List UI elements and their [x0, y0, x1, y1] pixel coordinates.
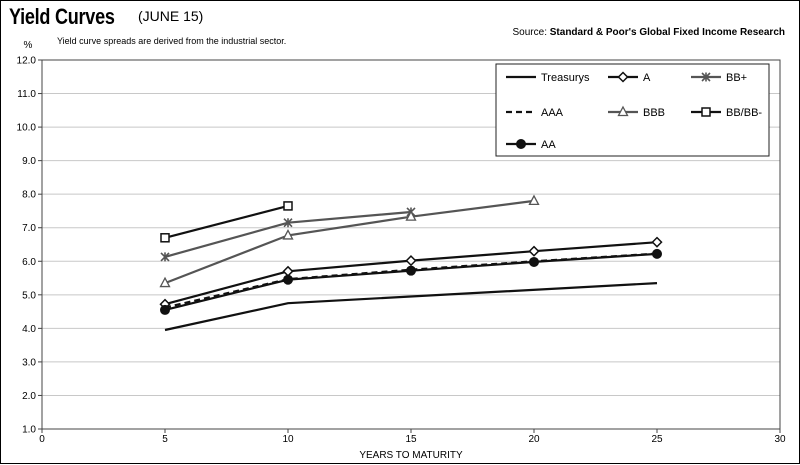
y-tick-label: 4.0 — [22, 324, 36, 335]
y-tick-label: 9.0 — [22, 156, 36, 167]
data-point — [160, 252, 170, 262]
data-point — [529, 256, 539, 267]
x-tick-label: 15 — [405, 434, 417, 445]
title-main: Yield Curves — [9, 4, 115, 29]
legend-marker — [516, 139, 526, 149]
y-tick-label: 2.0 — [22, 391, 36, 402]
legend-label: AAA — [541, 107, 564, 119]
y-tick-label: 5.0 — [22, 290, 36, 301]
y-tick-label: 11.0 — [17, 89, 36, 100]
y-tick-label: 6.0 — [22, 257, 36, 268]
legend-marker — [701, 72, 711, 82]
data-point — [528, 194, 540, 206]
series-line — [164, 204, 289, 239]
data-point — [160, 304, 170, 315]
y-tick-label: 12.0 — [17, 56, 37, 67]
legend-marker — [701, 107, 711, 117]
source-name: Standard & Poor's Global Fixed Income Re… — [549, 27, 785, 38]
series-bb-bb- — [160, 201, 293, 243]
y-tick-label: 10.0 — [17, 123, 37, 134]
title-date: (JUNE 15) — [138, 8, 204, 24]
legend-marker — [617, 71, 629, 83]
legend-label: Treasurys — [541, 72, 590, 84]
x-tick-label: 25 — [651, 434, 663, 445]
data-point — [282, 229, 294, 240]
y-tick-label: 8.0 — [22, 190, 36, 201]
data-point — [283, 201, 293, 211]
y-tick-label: 7.0 — [22, 223, 36, 234]
legend-label: BB+ — [726, 72, 747, 84]
chart-note: Yield curve spreads are derived from the… — [57, 36, 287, 46]
legend-label: BBB — [643, 107, 665, 119]
data-point — [406, 265, 416, 276]
data-point — [283, 218, 293, 228]
axes: 1.0 2.0 3.0 4.0 5.0 6.0 7.0 8.0 9.0 10.0 11.0 12.0 0… — [17, 56, 786, 446]
series-group — [159, 194, 663, 332]
series-line — [164, 282, 658, 332]
data-point — [282, 265, 294, 277]
y-tick-label: 3.0 — [22, 357, 36, 368]
legend: Treasurys A BB+ AAA BBB BB/BB- AA — [495, 63, 770, 157]
legend-box — [495, 63, 770, 157]
chart-title: Yield Curves — [9, 4, 138, 30]
legend-marker — [617, 105, 629, 117]
y-axis-unit: % — [24, 40, 33, 51]
y-tick-label: 1.0 — [22, 425, 36, 436]
x-tick-label: 30 — [774, 434, 786, 445]
series-line — [164, 199, 535, 285]
legend-label: A — [643, 72, 651, 84]
data-point — [283, 274, 293, 285]
data-point — [652, 248, 662, 259]
x-tick-label: 20 — [528, 434, 540, 445]
data-point — [405, 210, 417, 221]
x-tick-label: 10 — [282, 434, 294, 445]
x-tick-label: 0 — [39, 434, 45, 445]
data-point — [159, 276, 171, 288]
legend-label: BB/BB- — [726, 107, 762, 119]
data-point — [160, 233, 170, 243]
source-prefix: Source: — [512, 27, 550, 38]
series-aa — [160, 248, 662, 315]
legend-label: AA — [541, 139, 556, 151]
data-point — [405, 255, 417, 267]
x-axis-label: YEARS TO MATURITY — [359, 450, 463, 461]
series-treasurys — [164, 282, 658, 332]
series-bbb — [159, 194, 540, 288]
data-point — [651, 236, 663, 248]
data-point — [528, 245, 540, 257]
source-line: Source: Standard & Poor's Global Fixed I… — [513, 27, 785, 38]
x-tick-label: 5 — [162, 434, 168, 445]
